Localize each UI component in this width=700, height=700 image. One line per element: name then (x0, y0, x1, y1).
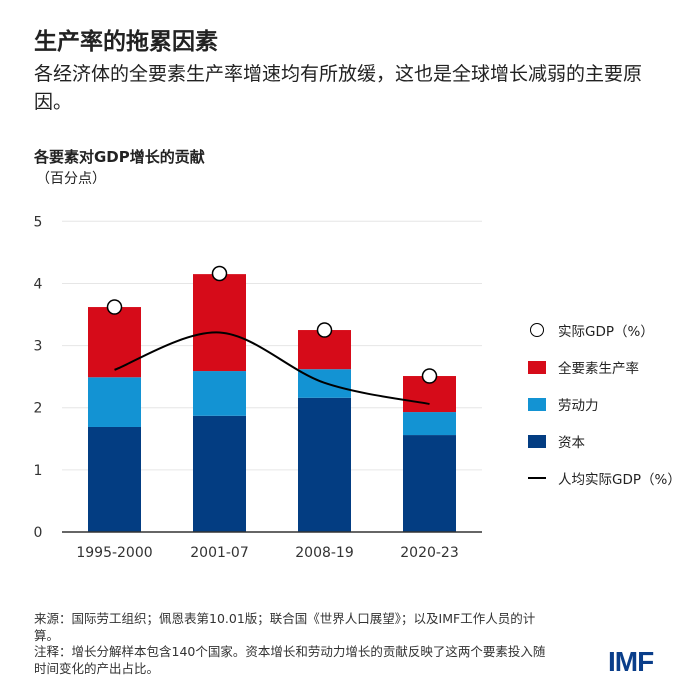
y-tick-label: 3 (34, 339, 43, 355)
bar-全要素生产率 (88, 307, 141, 378)
legend-label: 全要素生产率 (558, 361, 639, 377)
legend-item: 劳动力 (528, 394, 599, 414)
source-note: 来源：国际劳工组织；佩恩表第10.01版；联合国《世界人口展望》；以及IMF工作… (34, 611, 536, 643)
legend-label: 资本 (558, 435, 585, 451)
y-tick-label: 1 (34, 463, 43, 479)
bar-资本 (403, 435, 456, 532)
y-tick-label: 5 (34, 214, 43, 230)
legend-circle-icon (530, 323, 544, 337)
legend-swatch (528, 434, 546, 448)
page-title: 生产率的拖累因素 (34, 29, 218, 55)
x-tick-label: 2020-23 (400, 545, 459, 561)
point-real-gdp (211, 265, 228, 282)
legend-item: 人均实际GDP（%） (528, 468, 681, 488)
point-real-gdp (316, 322, 333, 338)
bar-劳动力 (193, 371, 246, 416)
legend-swatch (528, 397, 546, 411)
legend-swatch (528, 360, 546, 374)
x-tick-label: 2001-07 (190, 545, 249, 561)
legend-label: 实际GDP（%） (558, 324, 654, 340)
line-per-capita-gdp (114, 331, 430, 405)
legend-label: 劳动力 (558, 398, 599, 414)
y-tick-label: 4 (34, 276, 43, 292)
y-axis-unit: （百分点） (36, 171, 106, 187)
bar-全要素生产率 (193, 274, 246, 372)
x-tick-label: 1995-2000 (76, 545, 152, 561)
legend-item: 实际GDP（%） (528, 320, 654, 340)
subtitle: 各经济体的全要素生产率增速均有所放缓，这也是全球增长减弱的主要原因。 (34, 63, 643, 113)
bar-资本 (88, 426, 141, 532)
bar-资本 (193, 415, 246, 532)
y-tick-label: 2 (34, 401, 43, 417)
y-tick-label: 0 (34, 525, 43, 541)
point-real-gdp (421, 368, 438, 384)
legend-label: 人均实际GDP（%） (558, 472, 681, 488)
legend-line-icon (528, 477, 546, 479)
legend-item: 资本 (528, 431, 585, 451)
bar-资本 (298, 397, 351, 532)
point-real-gdp (106, 299, 123, 315)
x-tick-label: 2008-19 (295, 545, 354, 561)
footnote: 注释：增长分解样本包含140个国家。资本增长和劳动力增长的贡献反映了这两个要素投… (34, 644, 546, 676)
bar-劳动力 (88, 377, 141, 427)
imf-logo: IMF (608, 646, 654, 677)
bar-劳动力 (403, 412, 456, 436)
chart-title: 各要素对GDP增长的贡献 (34, 148, 205, 166)
legend-item: 全要素生产率 (528, 357, 639, 377)
notes: 来源：国际劳工组织；佩恩表第10.01版；联合国《世界人口展望》；以及IMF工作… (34, 611, 554, 677)
